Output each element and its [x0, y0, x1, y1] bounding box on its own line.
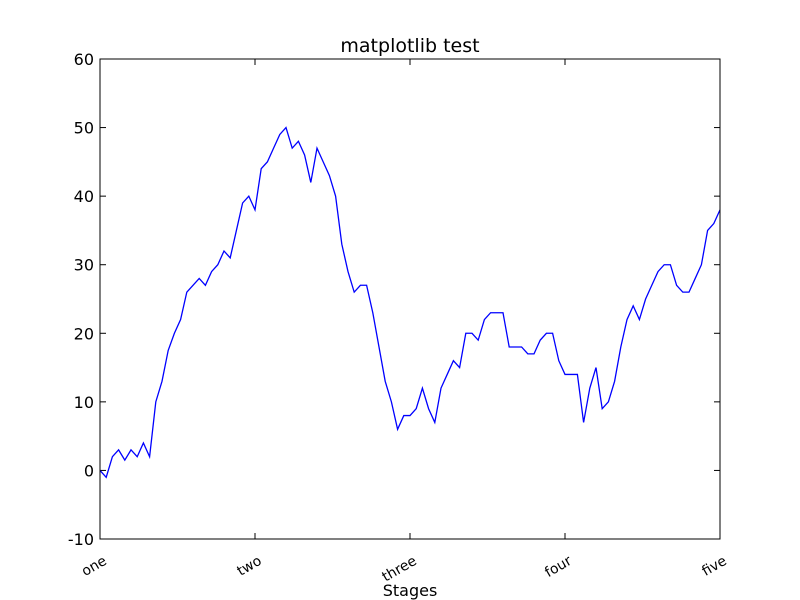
- x-axis-label: Stages: [383, 581, 438, 600]
- line-series: [99, 126, 721, 479]
- y-tick-label: 20: [74, 324, 94, 343]
- y-tick-label: -10: [68, 530, 94, 549]
- y-tick-label: 60: [74, 50, 94, 69]
- chart-title: matplotlib test: [340, 35, 479, 57]
- y-tick-label: 0: [84, 461, 94, 480]
- y-tick-label: 10: [74, 393, 94, 412]
- y-tick-label: 40: [74, 187, 94, 206]
- y-tick-label: 30: [74, 256, 94, 275]
- y-tick-label: 50: [74, 119, 94, 138]
- plot-frame: [99, 58, 721, 540]
